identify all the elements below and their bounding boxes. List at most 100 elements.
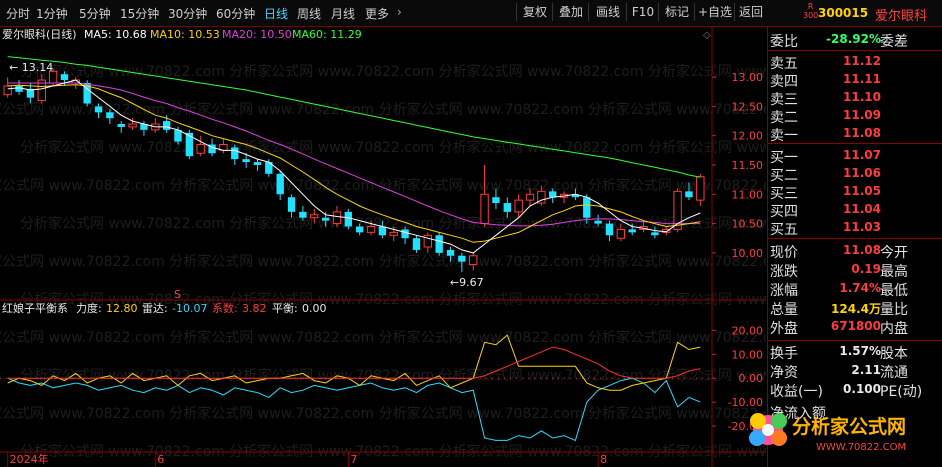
stat-row: 现价 11.08 今开 [768, 241, 942, 261]
indicator-tick-label: 10.00 [732, 348, 764, 361]
date-label: 8 [600, 453, 607, 466]
stat-row-value: 11.08 [843, 243, 881, 257]
fund-row-value: 2.11 [851, 363, 881, 377]
watermark-row: 分析家公式网 www.70822.com 分析家公式网 www.70822.co… [20, 215, 766, 232]
bid-level-row-label: 买四 [770, 204, 798, 220]
r-badge: R 300 [803, 2, 819, 20]
ask-level-row-value: 11.11 [843, 72, 881, 86]
bid-level-row-label: 买三 [770, 186, 798, 202]
period-tab-more[interactable]: 更多 [365, 7, 390, 21]
period-tab-monthly[interactable]: 月线 [331, 7, 356, 21]
indicator-tick-label: -10.00 [728, 396, 763, 409]
candle-down [83, 83, 91, 104]
stat-row: 总量 124.4万 量比 [768, 298, 942, 318]
ask-level-row: 卖一 11.08 [768, 124, 942, 144]
stat-row-label: 涨幅 [770, 283, 798, 299]
fund-row-right-label: PE(动) [880, 384, 923, 400]
fund-row-label: 净资 [770, 365, 798, 381]
bid-level-row-label: 买二 [770, 168, 798, 184]
stat-row-value: 1.74% [839, 281, 881, 295]
candle-down [60, 74, 69, 81]
legend-ma60: MA60: 11.29 [292, 28, 362, 41]
candle-down [117, 124, 125, 127]
period-tab-1min[interactable]: 1分钟 [36, 7, 68, 21]
weibi-label: 委比 [770, 34, 798, 50]
ma60-line [7, 56, 701, 178]
watermark-row: 分析家公式网 www.70822.com 分析家公式网 www.70822.co… [0, 253, 766, 270]
mark-button[interactable]: 标记 [658, 3, 695, 21]
fund-row-value: 1.57% [839, 344, 881, 358]
period-tab-5min[interactable]: 5分钟 [79, 7, 111, 21]
leida-line [7, 377, 701, 442]
indicator-tick-label: 20.00 [732, 324, 764, 337]
candle-down [594, 220, 602, 224]
fund-row: 净资 2.11 流通 [768, 361, 942, 381]
ask-level-row-label: 卖一 [770, 128, 798, 144]
candle-down [140, 124, 148, 130]
period-tab-15min[interactable]: 15分钟 [120, 7, 160, 21]
ask-level-row-value: 11.12 [843, 54, 881, 68]
date-label: 7 [350, 453, 357, 466]
period-tab-30min[interactable]: 30分钟 [168, 7, 208, 21]
watermark-row: 分析家公式网 www.70822.com 分析家公式网 www.70822.co… [0, 405, 766, 422]
ask-level-row-label: 卖三 [770, 92, 798, 108]
ask-level-row-label: 卖二 [770, 110, 798, 126]
watermark-row: 分析家公式网 www.70822.com 分析家公式网 www.70822.co… [20, 139, 766, 156]
period-tab-daily[interactable]: 日线 [264, 7, 289, 21]
price-axis: 13.00 12.50 12.00 11.50 11.00 10.50 10.00 20.00… [712, 71, 763, 433]
price-tick-label: 10.50 [732, 218, 764, 231]
indicator-tick-label: 0.00 [739, 372, 764, 385]
chart-grid [0, 26, 766, 467]
candle-down [106, 112, 114, 119]
candle-down [94, 106, 103, 113]
ma5-line [7, 79, 701, 254]
candle-up [310, 214, 319, 219]
stat-row-right-label: 最高 [880, 264, 908, 280]
weicha-label: 委差 [880, 34, 908, 50]
candle-up [537, 190, 546, 204]
bid-level-row-label: 买五 [770, 222, 798, 238]
candle-down [446, 249, 455, 256]
period-tab-fenshi[interactable]: 分时 [6, 7, 31, 21]
kline-chart-area[interactable]: 分析家公式网 www.70822.com 分析家公式网 www.70822.co… [0, 26, 766, 467]
ask-level-row-value: 11.08 [843, 126, 881, 140]
candle-up [514, 199, 523, 213]
xishu-line [7, 346, 701, 379]
diamond-icon[interactable]: ◇ [703, 30, 711, 41]
add-watchlist-button[interactable]: +自选 [694, 3, 735, 21]
stat-row: 涨幅 1.74% 最低 [768, 279, 942, 299]
price-tick-label: 10.00 [732, 247, 764, 260]
stat-row-label: 现价 [770, 245, 798, 261]
period-tab-weekly[interactable]: 周线 [297, 7, 322, 21]
candle-up [696, 176, 705, 201]
f10-button[interactable]: F10 [626, 3, 659, 21]
back-button[interactable]: 返回 [734, 3, 767, 21]
candle-down [435, 235, 443, 253]
chevron-right-icon[interactable]: › [397, 5, 402, 19]
bid-level-row-value: 11.03 [843, 220, 881, 234]
legend-ma10: MA10: 10.53 [150, 28, 220, 41]
candle-up [366, 226, 376, 233]
ask-level-row: 卖三 11.10 [768, 88, 942, 108]
xishu-value: 3.82 [242, 302, 267, 315]
watermark-row: 分析家公式网 www.70822.com 分析家公式网 www.70822.co… [20, 367, 766, 384]
fuquan-button[interactable]: 复权 [516, 3, 553, 21]
divider [768, 340, 942, 341]
date-label: 2024年 [10, 452, 49, 466]
fund-row-right-label: 股本 [880, 346, 908, 362]
pingheng-value: 0.00 [302, 302, 327, 315]
leida-value: -10.07 [172, 302, 207, 315]
period-tab-60min[interactable]: 60分钟 [216, 7, 256, 21]
bid-level-row-value: 11.06 [843, 166, 881, 180]
ask-level-row: 卖二 11.09 [768, 106, 942, 126]
indicator-panel: 2024年 6 7 8 [7, 334, 701, 467]
overlay-button[interactable]: 叠加 [552, 3, 589, 21]
candle-up [673, 190, 682, 230]
candle-up [389, 231, 398, 236]
ask-level-row-label: 卖五 [770, 56, 798, 72]
candle-down [651, 232, 659, 236]
quote-panel: 委比 -28.92% 委差 卖五 11.12 卖四 11.11 卖三 11.10 卖二 11.… [767, 26, 942, 467]
ask-level-row-label: 卖四 [770, 74, 798, 90]
draw-line-button[interactable]: 画线 [588, 3, 627, 21]
stat-row-right-label: 最低 [880, 283, 908, 299]
